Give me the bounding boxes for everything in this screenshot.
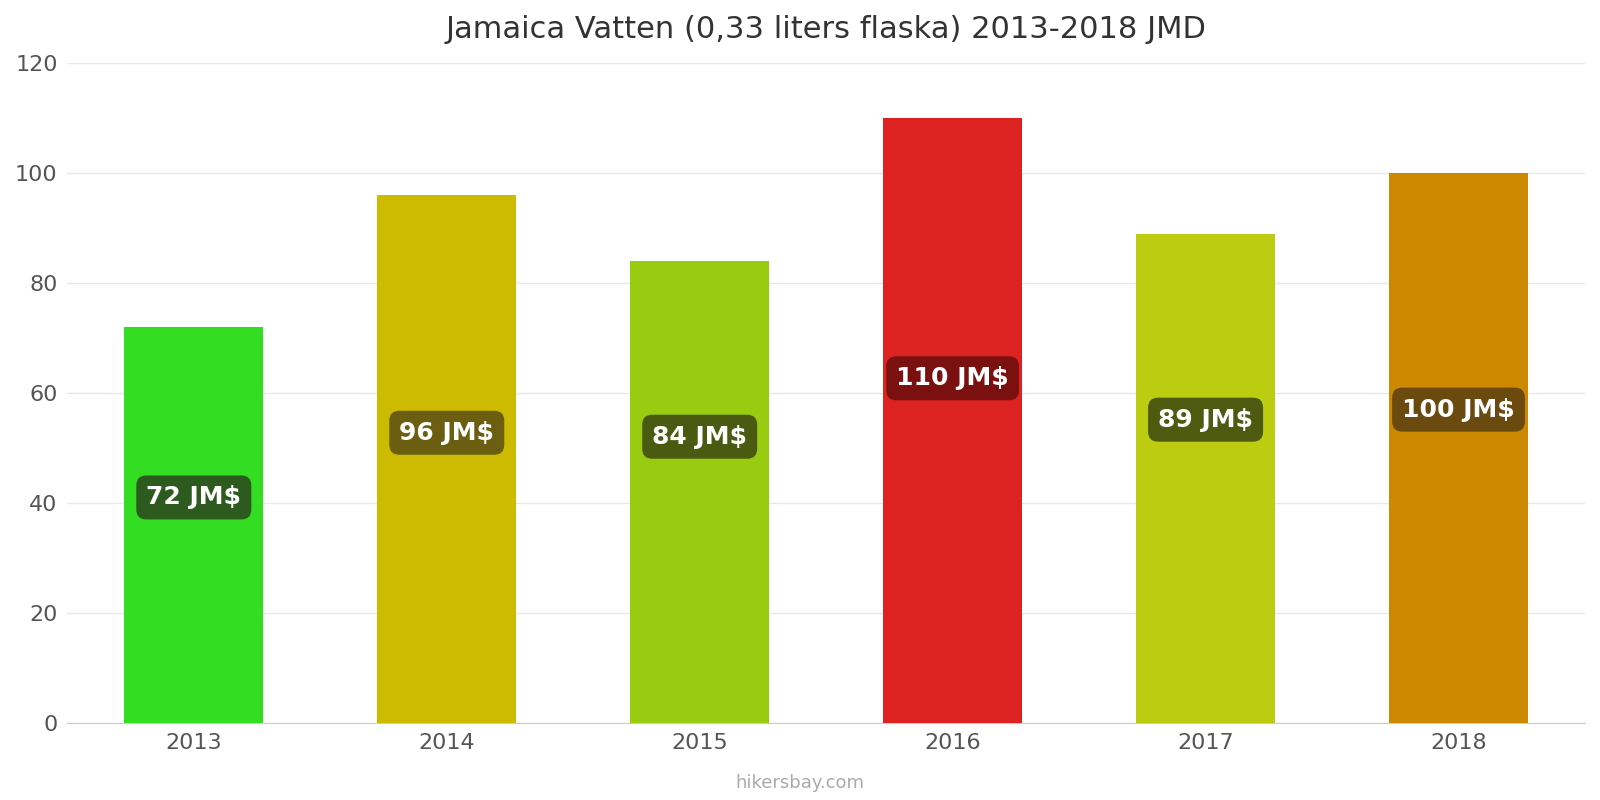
Text: hikersbay.com: hikersbay.com [736, 774, 864, 792]
Text: 100 JM$: 100 JM$ [1402, 398, 1515, 422]
Text: 84 JM$: 84 JM$ [653, 425, 747, 449]
Bar [883, 118, 1022, 723]
Bar [1136, 234, 1275, 723]
Text: 89 JM$: 89 JM$ [1158, 408, 1253, 432]
Text: 110 JM$: 110 JM$ [896, 366, 1010, 390]
Text: 96 JM$: 96 JM$ [400, 421, 494, 445]
Bar [1389, 173, 1528, 723]
Title: Jamaica Vatten (0,33 liters flaska) 2013-2018 JMD: Jamaica Vatten (0,33 liters flaska) 2013… [446, 15, 1206, 44]
Bar [378, 195, 517, 723]
Text: 72 JM$: 72 JM$ [146, 486, 242, 510]
Bar [125, 327, 264, 723]
Bar [630, 261, 770, 723]
